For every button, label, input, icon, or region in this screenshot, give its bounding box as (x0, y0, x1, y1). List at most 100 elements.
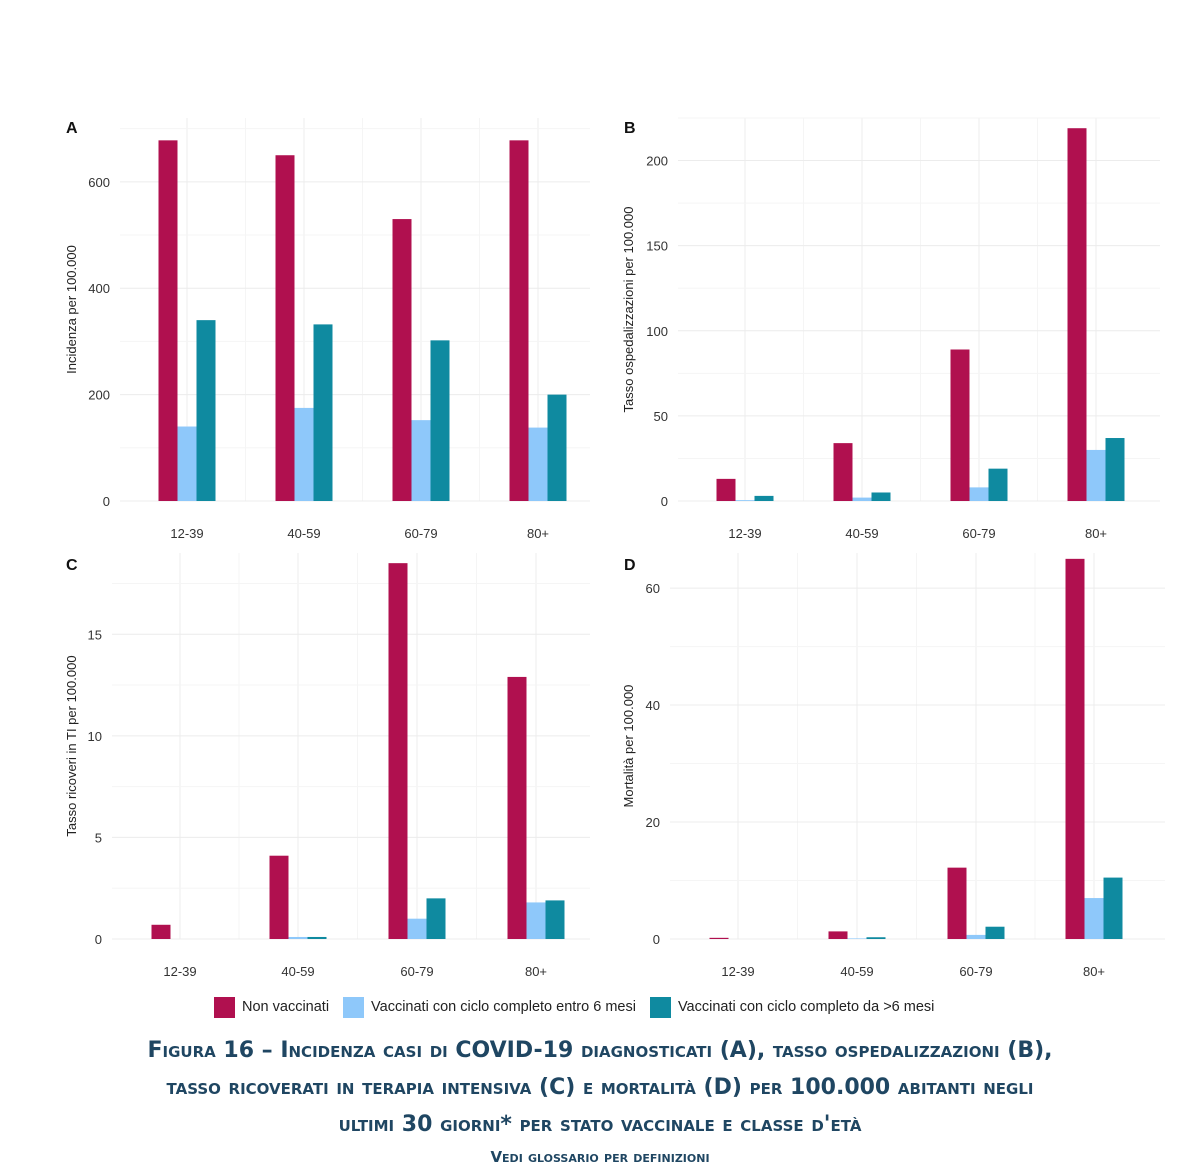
panel-b-y-tick-label: 0 (661, 494, 668, 509)
legend-item-non-vaccinati: Non vaccinati (214, 996, 330, 1018)
caption-line-2: tasso ricoverati in terapia intensiva (C… (166, 1075, 1034, 1100)
panel-c-y-tick-label: 0 (95, 932, 102, 947)
panel-a-y-tick-label: 200 (88, 388, 110, 403)
panel-b-bar-vaccinati-con-ciclo-completo-entro-6-mesi-60-79 (969, 487, 989, 501)
panel-a-bar-vaccinati-con-ciclo-completo-da-6-mesi-60-79 (430, 340, 450, 501)
panel-a-x-tick-label: 60-79 (404, 526, 437, 541)
panel-c-bar-non-vaccinati-12-39 (151, 924, 171, 939)
panel-a-bar-vaccinati-con-ciclo-completo-entro-6-mesi-60-79 (411, 420, 431, 501)
panel-a-y-axis-label: Incidenza per 100.000 (64, 245, 79, 374)
legend-swatch-vaccinati-entro-6-mesi (343, 996, 365, 1018)
panel-a-bar-non-vaccinati-12-39 (158, 140, 178, 501)
panel-d-y-tick-label: 40 (646, 698, 660, 713)
panel-a-bar-non-vaccinati-40-59 (275, 155, 295, 501)
panel-a-bar-vaccinati-con-ciclo-completo-da-6-mesi-80+ (547, 394, 567, 501)
panel-c-bar-non-vaccinati-60-79 (388, 563, 408, 939)
panel-b-bar-non-vaccinati-80+ (1067, 128, 1087, 502)
legend-swatch-non-vaccinati (214, 996, 235, 1018)
panel-b-bar-vaccinati-con-ciclo-completo-entro-6-mesi-12-39 (735, 500, 755, 501)
panel-c-bar-vaccinati-con-ciclo-completo-entro-6-mesi-60-79 (407, 918, 427, 939)
panel-d-bar-non-vaccinati-40-59 (828, 931, 848, 939)
panel-b-bar-non-vaccinati-12-39 (716, 478, 736, 501)
panel-b-letter: B (624, 120, 636, 137)
legend-swatch-vaccinati-oltre-6-mesi (649, 996, 671, 1018)
panel-c-bar-vaccinati-con-ciclo-completo-da-6-mesi-60-79 (426, 898, 446, 939)
panel-d-x-tick-label: 60-79 (959, 964, 992, 979)
panel-d-bar-vaccinati-con-ciclo-completo-entro-6-mesi-80+ (1084, 898, 1104, 939)
panel-a-y-tick-label: 600 (88, 175, 110, 190)
caption-line-1: Figura 16 – Incidenza casi di COVID-19 d… (147, 1038, 1053, 1063)
panel-b-bar-vaccinati-con-ciclo-completo-da-6-mesi-60-79 (988, 468, 1008, 501)
panel-c-x-tick-label: 40-59 (281, 964, 314, 979)
panel-d-letter: D (624, 557, 636, 574)
legend: Non vaccinati Vaccinati con ciclo comple… (214, 994, 1034, 1020)
panel-d-bar-non-vaccinati-80+ (1065, 558, 1085, 939)
panel-b-bar-vaccinati-con-ciclo-completo-da-6-mesi-40-59 (871, 492, 891, 501)
panel-d-bar-vaccinati-con-ciclo-completo-da-6-mesi-40-59 (866, 937, 886, 939)
panel-d-bar-vaccinati-con-ciclo-completo-da-6-mesi-80+ (1103, 877, 1123, 939)
panel-d-bar-vaccinati-con-ciclo-completo-entro-6-mesi-40-59 (847, 938, 867, 939)
panel-b-x-tick-label: 60-79 (962, 526, 995, 541)
legend-item-vaccinati-oltre-6-mesi: Vaccinati con ciclo completo da >6 mesi (649, 996, 935, 1018)
panel-c-bar-non-vaccinati-40-59 (269, 855, 289, 939)
panel-a-bar-vaccinati-con-ciclo-completo-da-6-mesi-40-59 (313, 324, 333, 501)
panel-c-bar-vaccinati-con-ciclo-completo-entro-6-mesi-40-59 (288, 936, 308, 939)
panel-b-y-tick-label: 200 (646, 154, 668, 169)
panel-a-letter: A (66, 120, 78, 137)
panel-b-bar-vaccinati-con-ciclo-completo-entro-6-mesi-80+ (1086, 449, 1106, 501)
panel-c-x-tick-label: 80+ (525, 964, 547, 979)
panel-d-bar-non-vaccinati-60-79 (947, 867, 967, 939)
legend-label-vaccinati-oltre-6-mesi: Vaccinati con ciclo completo da >6 mesi (677, 999, 935, 1015)
panel-b-x-tick-label: 12-39 (728, 526, 761, 541)
panel-c-y-axis-label: Tasso ricoveri in TI per 100.000 (64, 655, 79, 836)
panel-b-bar-vaccinati-con-ciclo-completo-entro-6-mesi-40-59 (852, 497, 872, 501)
panel-d-bar-non-vaccinati-12-39 (709, 937, 729, 939)
panel-a-y-tick-label: 0 (103, 494, 110, 509)
panel-d-x-tick-label: 80+ (1083, 964, 1105, 979)
panel-b-bar-vaccinati-con-ciclo-completo-da-6-mesi-12-39 (754, 495, 774, 501)
panel-c-y-tick-label: 10 (88, 729, 102, 744)
legend-label-vaccinati-entro-6-mesi: Vaccinati con ciclo completo entro 6 mes… (371, 999, 636, 1015)
legend-item-vaccinati-entro-6-mesi: Vaccinati con ciclo completo entro 6 mes… (343, 996, 636, 1018)
panel-b-bar-vaccinati-con-ciclo-completo-da-6-mesi-80+ (1105, 438, 1125, 501)
caption-line-3: ultimi 30 giorni* per stato vaccinale e … (338, 1112, 862, 1137)
panel-b-y-tick-label: 50 (654, 409, 668, 424)
panel-c-bar-vaccinati-con-ciclo-completo-da-6-mesi-40-59 (307, 936, 327, 939)
panel-c-letter: C (66, 557, 78, 574)
legend-label-non-vaccinati: Non vaccinati (242, 999, 330, 1015)
panel-b-bar-non-vaccinati-40-59 (833, 443, 853, 501)
panel-c-bar-vaccinati-con-ciclo-completo-entro-6-mesi-80+ (526, 902, 546, 939)
panel-a-bar-vaccinati-con-ciclo-completo-da-6-mesi-12-39 (196, 320, 216, 501)
panel-a-bar-non-vaccinati-60-79 (392, 219, 412, 501)
panel-b-bar-non-vaccinati-60-79 (950, 349, 970, 501)
figure-caption: Figura 16 – Incidenza casi di COVID-19 d… (40, 1032, 1160, 1143)
panel-b-x-tick-label: 80+ (1085, 526, 1107, 541)
panel-b-y-tick-label: 150 (646, 239, 668, 254)
panel-c-x-tick-label: 12-39 (163, 964, 196, 979)
panel-a-bar-vaccinati-con-ciclo-completo-entro-6-mesi-40-59 (294, 407, 314, 501)
panel-d-y-tick-label: 60 (646, 581, 660, 596)
panel-c-y-tick-label: 5 (95, 830, 102, 845)
panel-a-bar-vaccinati-con-ciclo-completo-entro-6-mesi-80+ (528, 427, 548, 501)
panel-a-bar-vaccinati-con-ciclo-completo-entro-6-mesi-12-39 (177, 426, 197, 501)
panel-d-y-tick-label: 0 (653, 932, 660, 947)
panel-d-x-tick-label: 12-39 (721, 964, 754, 979)
panel-c-x-tick-label: 60-79 (400, 964, 433, 979)
panel-d-bar-vaccinati-con-ciclo-completo-entro-6-mesi-60-79 (966, 934, 986, 939)
panel-d-bar-vaccinati-con-ciclo-completo-da-6-mesi-60-79 (985, 926, 1005, 939)
panel-a-y-tick-label: 400 (88, 281, 110, 296)
panel-d-x-tick-label: 40-59 (840, 964, 873, 979)
panel-c-bar-non-vaccinati-80+ (507, 676, 527, 939)
panel-c-y-tick-label: 15 (88, 627, 102, 642)
panel-d-y-axis-label: Mortalità per 100.000 (621, 685, 636, 808)
caption-note: Vedi glossario per definizioni (490, 1148, 710, 1166)
panel-a-bar-non-vaccinati-80+ (509, 140, 529, 501)
panel-b-y-tick-label: 100 (646, 324, 668, 339)
panel-d-y-tick-label: 20 (646, 815, 660, 830)
panel-a-x-tick-label: 80+ (527, 526, 549, 541)
panel-a-x-tick-label: 12-39 (170, 526, 203, 541)
panel-c-bar-vaccinati-con-ciclo-completo-da-6-mesi-80+ (545, 900, 565, 939)
panel-a-x-tick-label: 40-59 (287, 526, 320, 541)
panel-b-x-tick-label: 40-59 (845, 526, 878, 541)
